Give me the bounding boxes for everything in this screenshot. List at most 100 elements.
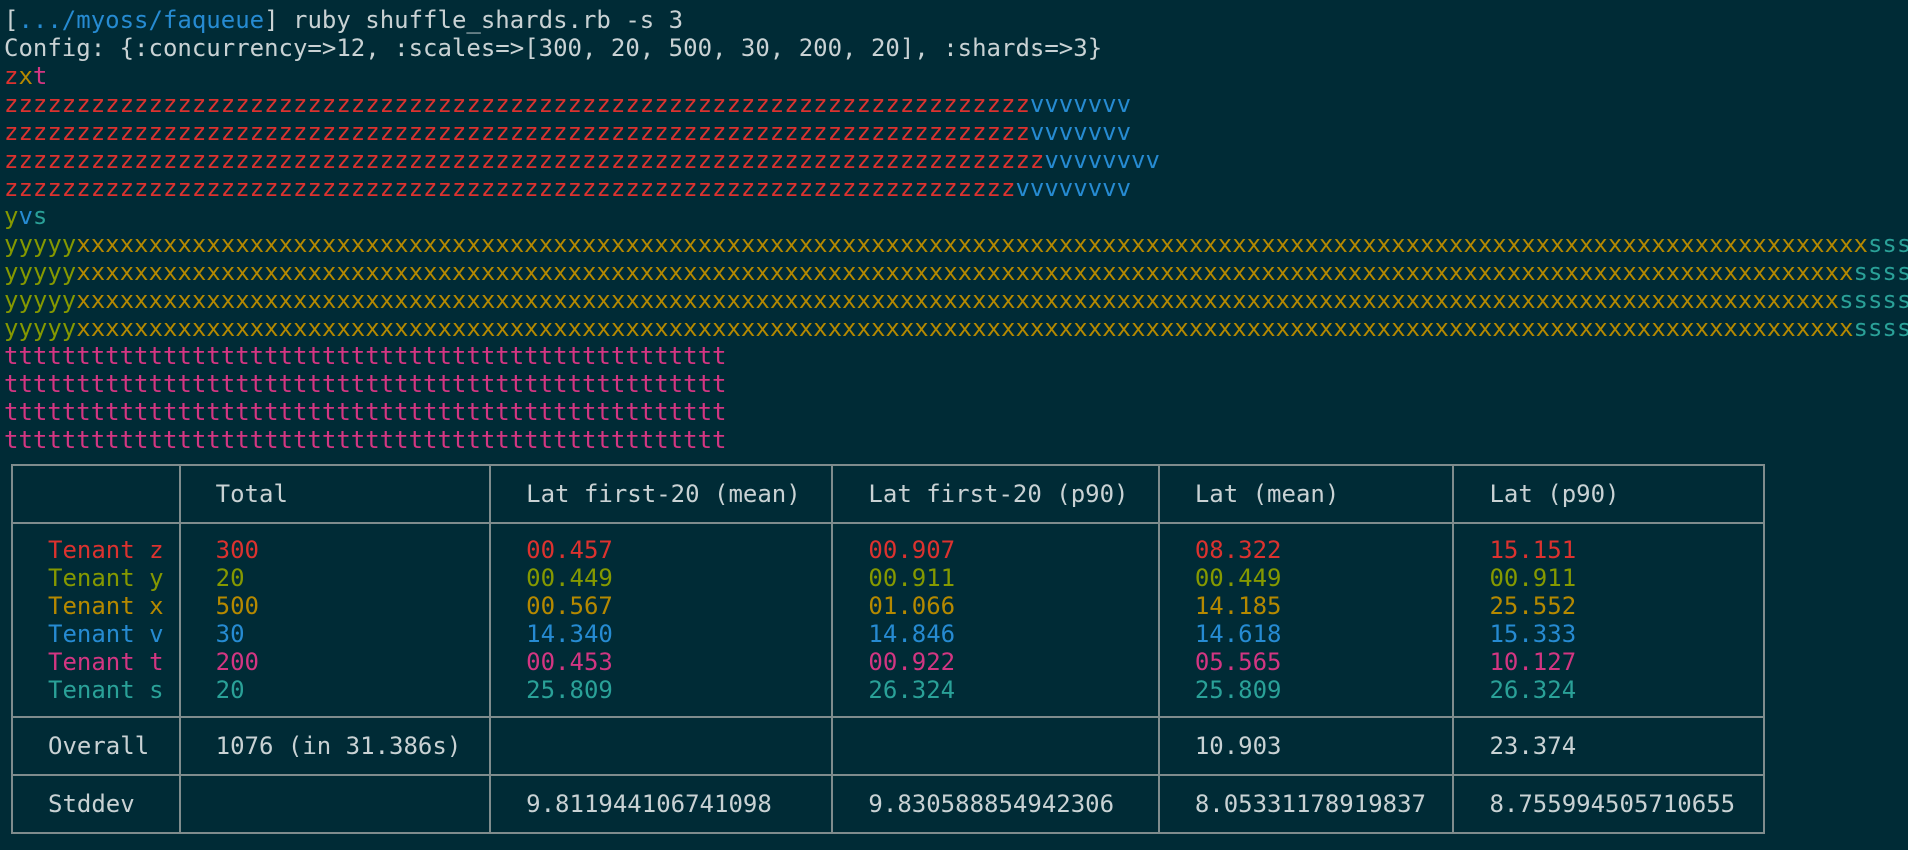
tenant-z-total: 300: [215, 536, 259, 564]
tenant-t-total: 200: [215, 648, 259, 676]
viz-segment-t: tttttttttttttttttttttttttttttttttttttttt…: [4, 342, 727, 370]
viz-line: zzzzzzzzzzzzzzzzzzzzzzzzzzzzzzzzzzzzzzzz…: [4, 174, 1908, 202]
viz-segment-x: xxxxxxxxxxxxxxxxxxxxxxxxxxxxxxxxxxxxxxxx…: [76, 258, 1854, 286]
tenant-z-lat-p90: 15.151: [1489, 536, 1577, 564]
viz-segment-v: vvvvvvvv: [1044, 146, 1160, 174]
viz-segment-y: yyyyy: [4, 314, 77, 342]
tenant-z-name: Tenant z: [48, 536, 164, 564]
viz-segment-y: yyyyy: [4, 230, 77, 258]
viz-segment-x: x: [18, 62, 33, 90]
tenant-v-lf20-p90: 14.846: [868, 620, 956, 648]
tenant-v-lat-mean: 14.618: [1194, 620, 1282, 648]
overall-row: Overall 1076 (in 31.386s) 10.903 23.374: [11, 716, 1765, 776]
viz-line: yyyyyxxxxxxxxxxxxxxxxxxxxxxxxxxxxxxxxxxx…: [4, 258, 1908, 286]
viz-segment-s: ssss: [1867, 230, 1908, 258]
viz-segment-t: tttttttttttttttttttttttttttttttttttttttt…: [4, 398, 727, 426]
header-cell-lat-first20-p90: Lat first-20 (p90): [831, 464, 1160, 524]
tenant-x-lat-p90: 25.552: [1489, 592, 1577, 620]
overall-lat-first20-p90: [831, 716, 1160, 776]
tenant-y-total: 20: [215, 564, 245, 592]
header-cell-lat-mean: Lat (mean): [1157, 464, 1455, 524]
overall-lat-p90: 23.374: [1452, 716, 1765, 776]
viz-segment-v: vvvvvvv: [1029, 90, 1132, 118]
stddev-total: [178, 774, 492, 834]
tenant-lat-mean-column: 08.322 00.449 14.185 14.618 05.565 25.809: [1157, 522, 1455, 718]
tenant-s-total: 20: [215, 676, 245, 704]
tenant-z-lf20-p90: 00.907: [868, 536, 956, 564]
viz-segment-s: sssss: [1853, 314, 1908, 342]
tenant-rows: Tenant z Tenant y Tenant x Tenant v Tenant t…: [11, 522, 1765, 718]
tenant-y-name: Tenant y: [48, 564, 164, 592]
viz-segment-z: zzzzzzzzzzzzzzzzzzzzzzzzzzzzzzzzzzzzzzzz…: [4, 174, 1016, 202]
tenant-t-lf20-p90: 00.922: [868, 648, 956, 676]
viz-line: tttttttttttttttttttttttttttttttttttttttt…: [4, 398, 1908, 426]
viz-line: tttttttttttttttttttttttttttttttttttttttt…: [4, 426, 1908, 454]
prompt-bracket-close: ]: [264, 6, 279, 34]
header-cell-lat-p90: Lat (p90): [1452, 464, 1765, 524]
tenant-t-lat-p90: 10.127: [1489, 648, 1577, 676]
viz-line: yvs: [4, 202, 1908, 230]
tenant-x-lf20-mean: 00.567: [526, 592, 613, 620]
viz-segment-x: xxxxxxxxxxxxxxxxxxxxxxxxxxxxxxxxxxxxxxxx…: [76, 314, 1854, 342]
tenant-lat-p90-column: 15.151 00.911 25.552 15.333 10.127 26.324: [1452, 522, 1765, 718]
viz-line: tttttttttttttttttttttttttttttttttttttttt…: [4, 342, 1908, 370]
viz-segment-v: v: [18, 202, 33, 230]
tenant-lat-first20-p90-column: 00.907 00.911 01.066 14.846 00.922 26.324: [831, 522, 1160, 718]
viz-segment-y: y: [4, 202, 19, 230]
overall-lat-mean: 10.903: [1157, 716, 1455, 776]
header-cell-label: [11, 464, 181, 524]
tenant-t-lf20-mean: 00.453: [526, 648, 613, 676]
viz-line: yyyyyxxxxxxxxxxxxxxxxxxxxxxxxxxxxxxxxxxx…: [4, 230, 1908, 258]
viz-segment-t: tttttttttttttttttttttttttttttttttttttttt…: [4, 370, 727, 398]
results-table: Total Lat first-20 (mean) Lat first-20 (…: [11, 464, 1765, 834]
tenant-s-lat-mean: 25.809: [1194, 676, 1282, 704]
tenant-y-lf20-mean: 00.449: [526, 564, 613, 592]
tenant-name-column: Tenant z Tenant y Tenant x Tenant v Tenant t…: [11, 522, 181, 718]
config-output-line: Config: {:concurrency=>12, :scales=>[300…: [4, 34, 1103, 62]
tenant-z-lat-mean: 08.322: [1194, 536, 1282, 564]
command-prompt-line: [.../myoss/faqueue] ruby shuffle_shards.…: [4, 6, 1908, 34]
header-cell-total: Total: [178, 464, 492, 524]
viz-segment-x: xxxxxxxxxxxxxxxxxxxxxxxxxxxxxxxxxxxxxxxx…: [76, 230, 1868, 258]
prompt-bracket-open: [: [4, 6, 19, 34]
tenant-t-lat-mean: 05.565: [1194, 648, 1282, 676]
viz-segment-x: xxxxxxxxxxxxxxxxxxxxxxxxxxxxxxxxxxxxxxxx…: [76, 286, 1840, 314]
table-header-row: Total Lat first-20 (mean) Lat first-20 (…: [11, 464, 1765, 524]
tenant-t-name: Tenant t: [48, 648, 164, 676]
viz-segment-s: sssss: [1853, 258, 1908, 286]
viz-line: zxt: [4, 62, 1908, 90]
overall-label: Overall: [11, 716, 181, 776]
viz-segment-z: zzzzzzzzzzzzzzzzzzzzzzzzzzzzzzzzzzzzzzzz…: [4, 90, 1030, 118]
tenant-s-lf20-p90: 26.324: [868, 676, 956, 704]
shard-visualization: zxt zzzzzzzzzzzzzzzzzzzzzzzzzzzzzzzzzzzzz…: [4, 62, 1908, 454]
tenant-lat-first20-mean-column: 00.457 00.449 00.567 14.340 00.453 25.809: [489, 522, 834, 718]
viz-segment-t: tttttttttttttttttttttttttttttttttttttttt…: [4, 426, 727, 454]
viz-segment-s: ssssss: [1839, 286, 1908, 314]
stddev-row: Stddev 9.811944106741098 9.8305888549423…: [11, 774, 1765, 834]
command-text: ruby shuffle_shards.rb -s 3: [278, 6, 684, 34]
viz-segment-v: vvvvvvv: [1029, 118, 1132, 146]
stddev-lat-p90: 8.755994505710655: [1452, 774, 1765, 834]
prompt-path: .../myoss/faqueue: [18, 6, 265, 34]
tenant-x-lf20-p90: 01.066: [868, 592, 956, 620]
viz-segment-t: t: [32, 62, 48, 90]
tenant-z-lf20-mean: 00.457: [526, 536, 613, 564]
stddev-label: Stddev: [11, 774, 181, 834]
viz-line: zzzzzzzzzzzzzzzzzzzzzzzzzzzzzzzzzzzzzzzz…: [4, 146, 1908, 174]
tenant-v-name: Tenant v: [48, 620, 164, 648]
tenant-v-lat-p90: 15.333: [1489, 620, 1577, 648]
tenant-v-lf20-mean: 14.340: [526, 620, 613, 648]
stddev-lat-first20-mean: 9.811944106741098: [489, 774, 834, 834]
viz-line: zzzzzzzzzzzzzzzzzzzzzzzzzzzzzzzzzzzzzzzz…: [4, 118, 1908, 146]
stddev-lat-first20-p90: 9.830588854942306: [831, 774, 1160, 834]
overall-total: 1076 (in 31.386s): [178, 716, 492, 776]
viz-line: zzzzzzzzzzzzzzzzzzzzzzzzzzzzzzzzzzzzzzzz…: [4, 90, 1908, 118]
tenant-s-lat-p90: 26.324: [1489, 676, 1577, 704]
stddev-lat-mean: 8.05331178919837: [1157, 774, 1455, 834]
tenant-total-column: 300 20 500 30 200 20: [178, 522, 492, 718]
tenant-x-name: Tenant x: [48, 592, 164, 620]
viz-segment-y: yyyyy: [4, 258, 77, 286]
tenant-x-total: 500: [215, 592, 259, 620]
viz-segment-z: zzzzzzzzzzzzzzzzzzzzzzzzzzzzzzzzzzzzzzzz…: [4, 118, 1030, 146]
